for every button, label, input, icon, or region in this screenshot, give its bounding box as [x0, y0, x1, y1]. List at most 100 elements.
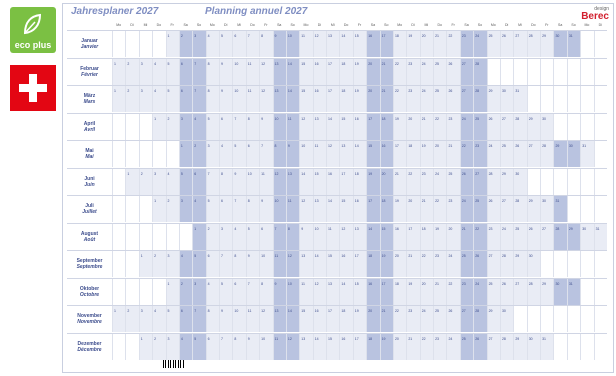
day-cell[interactable]: 26 [526, 223, 541, 250]
day-cell[interactable]: 22 [433, 196, 447, 222]
day-cell[interactable]: 20 [392, 251, 407, 277]
day-cell[interactable]: 20 [419, 278, 434, 305]
day-cell[interactable]: 22 [406, 168, 421, 195]
day-cell[interactable] [580, 196, 594, 222]
day-cell[interactable]: 27 [486, 251, 501, 277]
day-cell[interactable]: 9 [245, 333, 260, 360]
day-cell[interactable]: 10 [285, 278, 300, 305]
day-cell[interactable]: 16 [312, 58, 327, 85]
day-cell[interactable]: 3 [165, 333, 180, 360]
day-cell[interactable]: 21 [379, 86, 394, 112]
day-cell[interactable]: 8 [232, 251, 247, 277]
day-cell[interactable]: 31 [540, 333, 554, 360]
day-cell[interactable]: 14 [339, 31, 354, 57]
day-cell[interactable] [566, 113, 581, 140]
day-cell[interactable]: 5 [205, 196, 220, 222]
day-cell[interactable] [178, 223, 193, 250]
day-cell[interactable]: 14 [312, 251, 327, 277]
day-cell[interactable] [125, 278, 140, 305]
day-cell[interactable]: 2 [125, 86, 140, 112]
day-cell[interactable]: 11 [272, 251, 287, 277]
day-cell[interactable]: 7 [232, 196, 247, 222]
day-cell[interactable]: 22 [446, 31, 461, 57]
day-cell[interactable]: 17 [326, 58, 340, 85]
day-cell[interactable]: 30 [580, 223, 594, 250]
day-cell[interactable]: 12 [259, 306, 273, 332]
day-cell[interactable]: 29 [499, 168, 514, 195]
day-cell[interactable]: 22 [392, 306, 407, 332]
day-cell[interactable]: 6 [205, 333, 220, 360]
day-cell[interactable]: 14 [366, 223, 380, 250]
day-cell[interactable]: 17 [392, 141, 407, 167]
day-cell[interactable]: 24 [446, 333, 461, 360]
day-cell[interactable]: 13 [326, 31, 340, 57]
day-cell[interactable]: 5 [219, 278, 233, 305]
day-cell[interactable]: 22 [433, 113, 447, 140]
day-cell[interactable]: 14 [326, 196, 340, 222]
day-cell[interactable]: 8 [205, 58, 220, 85]
day-cell[interactable]: 29 [566, 223, 581, 250]
day-cell[interactable]: 21 [406, 333, 421, 360]
day-cell[interactable] [553, 168, 568, 195]
day-cell[interactable]: 1 [152, 113, 166, 140]
day-cell[interactable]: 14 [285, 58, 300, 85]
day-cell[interactable]: 13 [299, 251, 314, 277]
day-cell[interactable]: 18 [339, 86, 354, 112]
day-cell[interactable]: 3 [152, 168, 166, 195]
day-cell[interactable]: 17 [366, 196, 380, 222]
day-cell[interactable]: 7 [259, 141, 273, 167]
day-cell[interactable]: 20 [433, 141, 447, 167]
day-cell[interactable]: 15 [299, 86, 314, 112]
day-cell[interactable]: 21 [379, 306, 394, 332]
day-cell[interactable]: 17 [379, 278, 394, 305]
day-cell[interactable]: 15 [352, 278, 367, 305]
day-cell[interactable]: 31 [513, 86, 528, 112]
day-cell[interactable]: 8 [259, 31, 273, 57]
day-cell[interactable]: 2 [138, 168, 153, 195]
day-cell[interactable]: 22 [419, 333, 434, 360]
day-cell[interactable] [125, 196, 140, 222]
day-cell[interactable]: 19 [352, 58, 367, 85]
day-cell[interactable]: 21 [446, 141, 461, 167]
day-cell[interactable] [580, 113, 594, 140]
day-cell[interactable]: 19 [392, 196, 407, 222]
day-cell[interactable] [580, 168, 594, 195]
day-cell[interactable]: 2 [165, 196, 180, 222]
day-cell[interactable]: 29 [513, 251, 528, 277]
day-cell[interactable]: 15 [379, 223, 394, 250]
day-cell[interactable]: 17 [326, 86, 340, 112]
day-cell[interactable]: 5 [232, 141, 247, 167]
day-cell[interactable]: 23 [459, 278, 474, 305]
day-cell[interactable]: 1 [192, 223, 207, 250]
day-cell[interactable]: 20 [366, 58, 380, 85]
day-cell[interactable]: 2 [125, 306, 140, 332]
day-cell[interactable]: 19 [352, 86, 367, 112]
day-cell[interactable]: 4 [152, 306, 166, 332]
day-cell[interactable]: 8 [232, 333, 247, 360]
day-cell[interactable]: 13 [272, 86, 287, 112]
day-cell[interactable] [112, 223, 126, 250]
day-cell[interactable]: 24 [459, 196, 474, 222]
day-cell[interactable]: 7 [219, 251, 233, 277]
day-cell[interactable]: 10 [245, 168, 260, 195]
day-cell[interactable]: 28 [473, 306, 487, 332]
day-cell[interactable]: 12 [272, 168, 287, 195]
day-cell[interactable]: 1 [165, 31, 180, 57]
day-cell[interactable]: 3 [192, 278, 207, 305]
day-cell[interactable]: 23 [446, 196, 461, 222]
day-cell[interactable]: 1 [112, 58, 126, 85]
day-cell[interactable]: 5 [205, 113, 220, 140]
day-cell[interactable] [566, 168, 581, 195]
day-cell[interactable] [593, 31, 608, 57]
day-cell[interactable]: 12 [259, 86, 273, 112]
day-cell[interactable]: 27 [459, 86, 474, 112]
day-cell[interactable]: 3 [165, 251, 180, 277]
day-cell[interactable]: 15 [299, 58, 314, 85]
day-cell[interactable]: 21 [433, 31, 447, 57]
day-cell[interactable]: 27 [473, 168, 487, 195]
day-cell[interactable]: 27 [513, 278, 528, 305]
day-cell[interactable]: 10 [272, 196, 287, 222]
day-cell[interactable] [138, 141, 153, 167]
day-cell[interactable]: 1 [138, 251, 153, 277]
day-cell[interactable]: 4 [192, 113, 207, 140]
